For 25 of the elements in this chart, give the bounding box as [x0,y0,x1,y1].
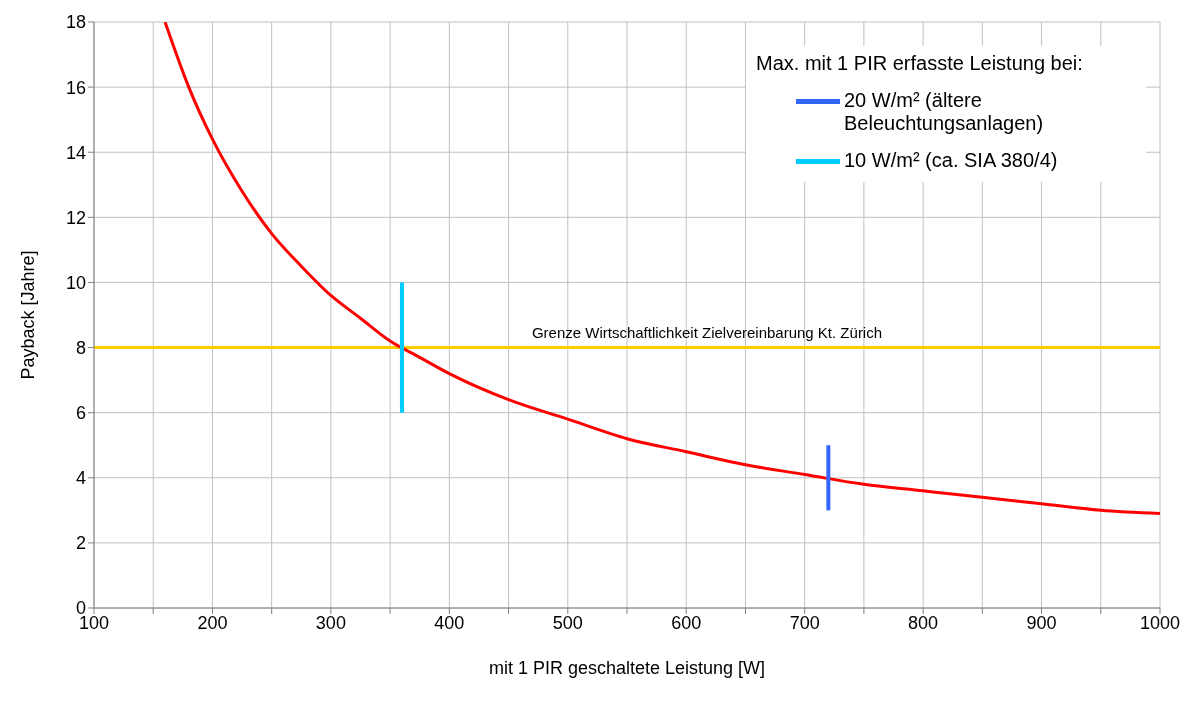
y-tick-label: 2 [75,533,86,554]
y-tick-label: 6 [75,403,86,424]
x-tick-label: 300 [315,612,346,633]
y-tick-label: 16 [65,77,86,98]
legend-label: 10 W/m² (ca. SIA 380/4) [844,149,1058,172]
x-tick-label: 400 [434,612,465,633]
x-tick-label: 500 [552,612,583,633]
x-tick-label: 800 [908,612,939,633]
legend-label: 20 W/m² (ältere Beleuchtungsanlagen) [844,89,1045,135]
x-tick-label: 200 [197,612,228,633]
legend-title: Max. mit 1 PIR erfasste Leistung bei: [756,52,1084,75]
x-tick-label: 1000 [1139,612,1181,633]
x-tick-label: 700 [789,612,820,633]
y-tick-label: 18 [65,12,86,33]
y-tick-label: 8 [75,337,86,358]
ref-line-label: Grenze Wirtschaftlichkeit Zielvereinbarung Kt. Zürich [531,323,883,341]
y-tick-label: 14 [65,142,86,163]
y-tick-label: 10 [65,272,86,293]
x-tick-label: 900 [1026,612,1057,633]
y-tick-label: 12 [65,207,86,228]
y-tick-label: 4 [75,468,86,489]
x-tick-label: 600 [671,612,702,633]
line-series [163,22,1160,516]
x-axis-title: mit 1 PIR geschaltete Leistung [W] [488,658,766,678]
y-axis-title: Payback [Jahre] [18,250,39,380]
